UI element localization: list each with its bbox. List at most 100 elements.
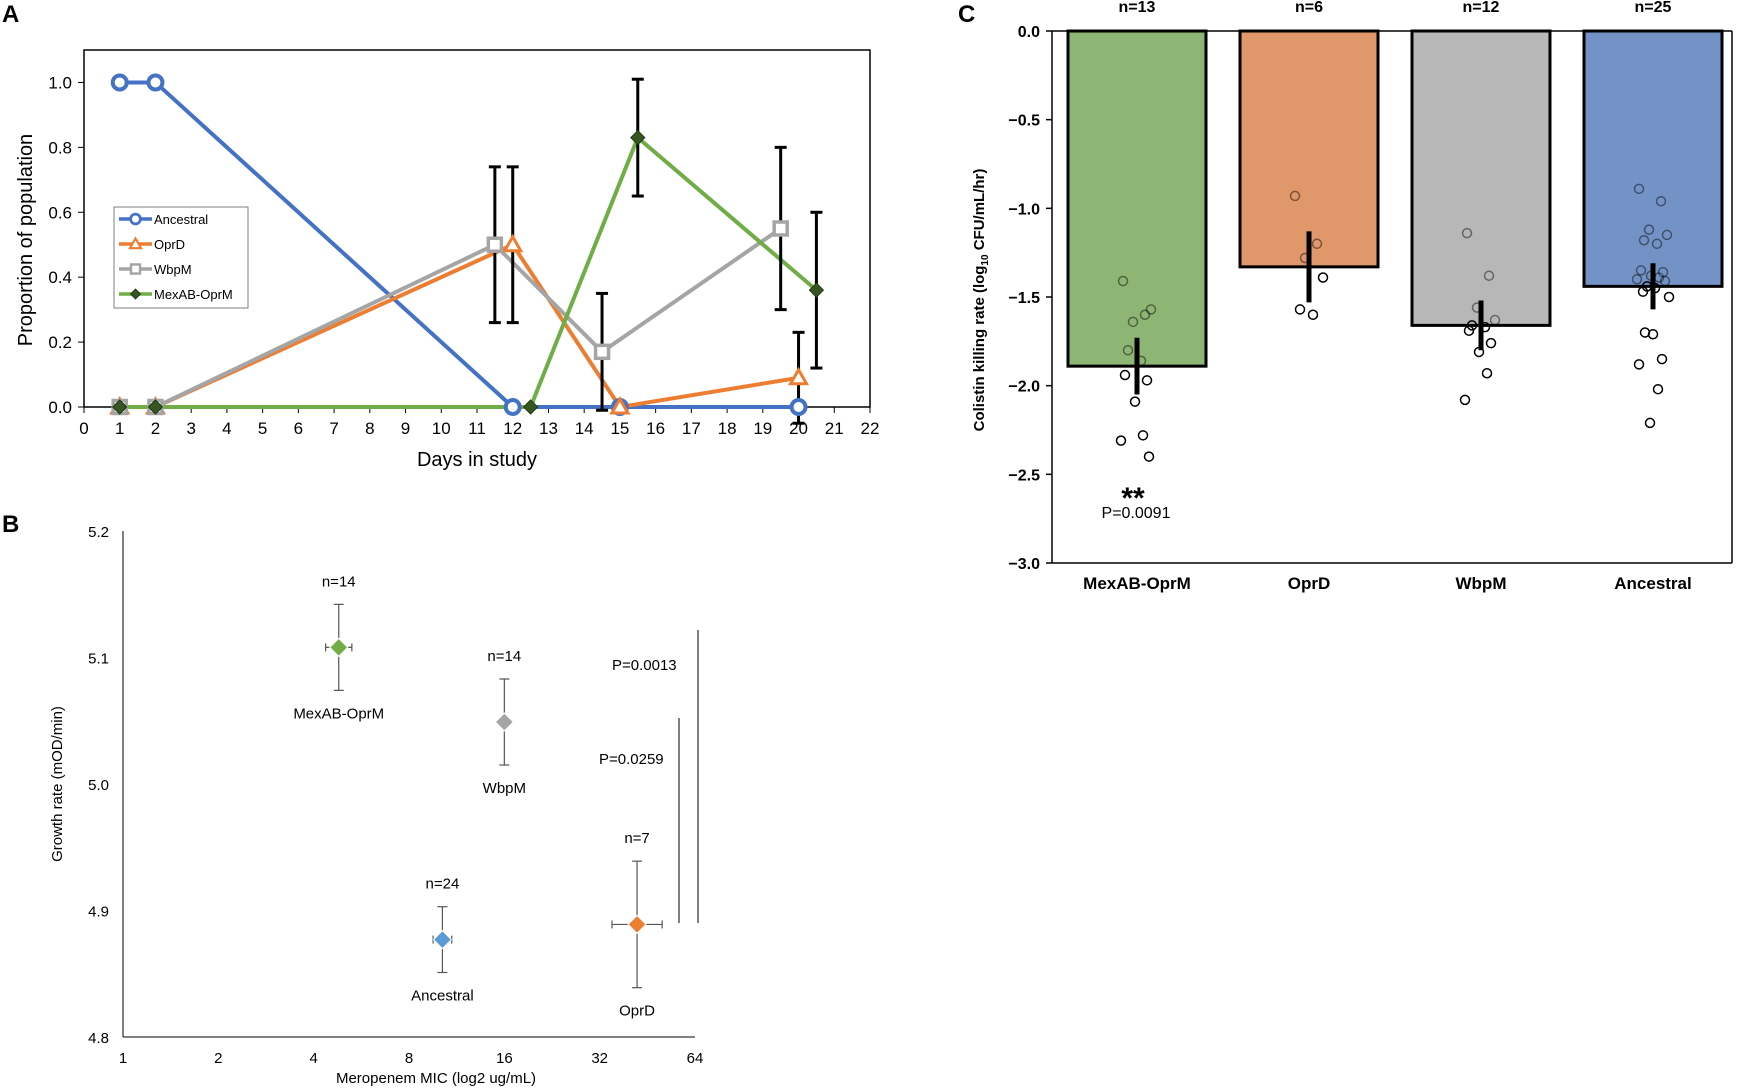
- data-point: [1655, 195, 1667, 207]
- x-tick-label: 21: [825, 419, 844, 438]
- data-point: [1647, 328, 1659, 340]
- panel-a-label: A: [2, 1, 19, 28]
- data-point: [1317, 272, 1329, 283]
- point-ancestral: n=24 Ancestral: [411, 876, 474, 1005]
- data-point: [1141, 375, 1153, 386]
- y-tick-label: 0.4: [48, 268, 72, 287]
- data-point: [1119, 369, 1131, 381]
- data-point: [1122, 344, 1134, 356]
- data-point: [1638, 235, 1650, 246]
- y-label-main: Colistin killing rate (log: [971, 266, 988, 432]
- bar-group-ancestral: n=25 Ancestral: [1582, 0, 1724, 593]
- square-marker: [129, 263, 142, 275]
- x-tick-label: 32: [591, 1050, 608, 1067]
- bar-group-oprd: n=6 OprD: [1238, 0, 1380, 593]
- x-tick-label: 12: [503, 419, 522, 438]
- data-point: [1659, 275, 1671, 287]
- data-point: [1485, 337, 1497, 349]
- panel-c-bars: n=13 MexAB-OprM n=6 OprD n=12 WbpM n=25 Ancestr…: [1066, 0, 1724, 593]
- circle-marker: [129, 212, 142, 226]
- errorbars-mexab-oprm: [631, 77, 823, 370]
- circle-marker: [146, 73, 165, 92]
- panel-b-label: B: [2, 511, 19, 538]
- data-point: [1463, 325, 1475, 336]
- legend-label-oprd: OprD: [154, 237, 185, 252]
- y-tick-label: 1.0: [48, 73, 72, 92]
- circle-marker: [110, 73, 129, 92]
- circle-marker: [789, 398, 808, 416]
- diamond-marker: [522, 399, 539, 415]
- data-point: [1137, 430, 1149, 441]
- point-label: WbpM: [483, 780, 526, 797]
- n-label: n=14: [322, 573, 356, 590]
- diamond-marker: [329, 637, 349, 658]
- x-tick-label: 4: [309, 1050, 317, 1067]
- x-tick-label: 6: [294, 419, 303, 438]
- diamond-marker: [129, 288, 142, 300]
- panel-c-label: C: [958, 1, 975, 28]
- panel-a-legend: Ancestral OprD WbpM MexAB-OprM: [113, 206, 249, 309]
- y-tick-label: 0.2: [48, 333, 72, 352]
- x-tick-label: 13: [539, 419, 558, 438]
- x-tick-label: 1: [119, 1050, 127, 1067]
- data-point: [1631, 274, 1643, 285]
- x-tick-label: 1: [115, 419, 124, 438]
- data-point: [1466, 320, 1478, 331]
- data-point: [1635, 265, 1647, 276]
- data-point: [1661, 229, 1673, 241]
- data-point: [1143, 451, 1155, 462]
- y-tick-label: −1.0: [1008, 201, 1040, 218]
- y-tick-label: 0.6: [48, 203, 72, 222]
- data-point: [1311, 238, 1323, 250]
- y-tick-label: 0.0: [48, 398, 72, 417]
- legend-label-wbpm: WbpM: [154, 262, 192, 277]
- triangle-marker: [787, 366, 810, 386]
- x-tick-label: 64: [687, 1050, 704, 1067]
- x-tick-label: 10: [432, 419, 451, 438]
- bar-mexab-oprm: [1066, 29, 1208, 368]
- data-point: [1127, 316, 1139, 328]
- n-label: n=25: [1635, 0, 1672, 16]
- panel-c-y-ticks: 0.0 −0.5 −1.0 −1.5 −2.0 −2.5 −3.0: [1008, 24, 1052, 573]
- y-label-tail: CFU/mL/hr): [971, 169, 988, 255]
- data-point: [1644, 417, 1656, 429]
- x-tick-label: 4: [222, 419, 231, 438]
- y-tick-label: −1.5: [1008, 290, 1040, 307]
- y-tick-label: 4.8: [88, 1030, 109, 1047]
- data-point: [1657, 266, 1669, 278]
- n-label: n=7: [624, 830, 649, 847]
- triangle-marker: [502, 233, 524, 253]
- data-point: [1651, 238, 1663, 250]
- n-label: n=6: [1295, 0, 1323, 16]
- panel-b-x-ticks: 1 2 4 8 16 32 64: [119, 1050, 704, 1067]
- x-tick-label: 9: [401, 419, 410, 438]
- panel-c-p-value: P=0.0091: [1102, 505, 1171, 522]
- panel-b-x-axis-label: Meropenem MIC (log2 ug/mL): [336, 1070, 536, 1087]
- data-point: [1129, 396, 1141, 407]
- triangle-marker: [609, 395, 631, 415]
- bar-ancestral: [1582, 29, 1724, 288]
- y-tick-label: −0.5: [1008, 113, 1040, 130]
- data-point: [1637, 286, 1649, 297]
- bar-group-mexab-oprm: n=13 MexAB-OprM: [1066, 0, 1208, 593]
- diamond-marker: [494, 712, 515, 732]
- x-tick-label: 15: [610, 419, 629, 438]
- legend-label-mexab-oprm: MexAB-OprM: [154, 287, 233, 302]
- data-point: [1481, 368, 1493, 379]
- data-point: [1294, 304, 1306, 315]
- x-tick-label: 2: [151, 419, 160, 438]
- markers-mexab-oprm: [112, 129, 825, 415]
- n-label: n=12: [1463, 0, 1500, 16]
- panel-b-y-ticks: 4.8 4.9 5.0 5.1 5.2: [88, 524, 109, 1047]
- bar-oprd: [1238, 29, 1380, 269]
- panel-b-points: n=14 MexAB-OprM n=14 WbpM n=24 Ancestral n=7 Op…: [293, 573, 663, 1020]
- square-marker: [486, 236, 504, 253]
- x-tick-label: 22: [861, 419, 880, 438]
- panel-b-y-axis-label: Growth rate (mOD/min): [49, 706, 66, 862]
- data-point: [1145, 304, 1157, 315]
- data-point: [1663, 291, 1675, 303]
- y-tick-label: 0.8: [48, 138, 72, 157]
- diamond-marker: [808, 282, 825, 298]
- data-point: [1117, 275, 1129, 287]
